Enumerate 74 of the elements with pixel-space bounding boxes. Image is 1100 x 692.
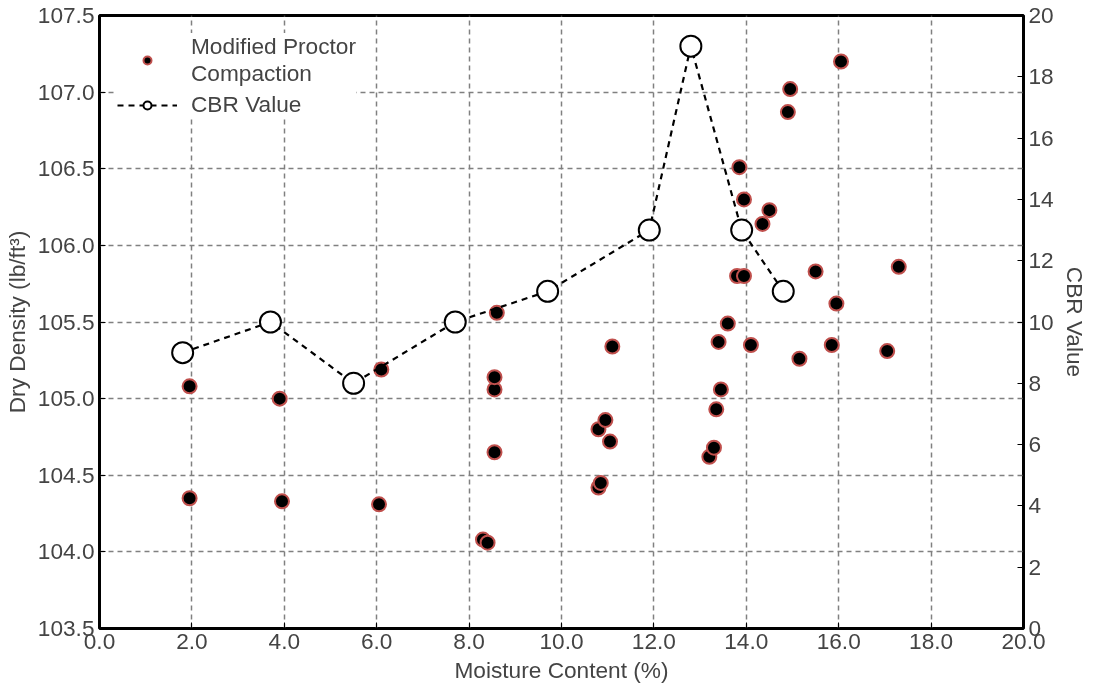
y2-tick-label: 16: [1028, 124, 1054, 151]
point: [730, 218, 754, 242]
point: [708, 401, 725, 418]
point: [258, 310, 282, 334]
point: [171, 341, 195, 365]
point: [754, 215, 771, 232]
point: [710, 333, 727, 350]
y-tick-label: 104.0: [37, 538, 95, 565]
point: [604, 338, 621, 355]
y2-tick-label: 14: [1028, 185, 1054, 212]
point: [742, 337, 759, 353]
point: [833, 53, 850, 70]
y2-axis-title: CBR Value: [1061, 266, 1088, 378]
y2-tick-label: 18: [1028, 63, 1054, 90]
y-tick-label: 106.0: [37, 231, 95, 258]
point: [735, 268, 752, 285]
x-axis-title: Moisture Content (%): [454, 656, 669, 683]
x-tick-label: 6.0: [360, 627, 393, 654]
point: [791, 350, 808, 367]
point: [828, 295, 845, 312]
y2-tick-label: 10: [1028, 308, 1054, 335]
x-tick-label: 18.0: [909, 627, 954, 654]
y-tick-label: 107.5: [37, 2, 95, 28]
y-tick-label: 105.5: [37, 308, 95, 335]
legend-label: Modified Proctor Compaction: [191, 33, 356, 87]
y-tick-label: 107.0: [37, 78, 95, 105]
point: [597, 412, 614, 429]
point: [890, 258, 907, 275]
x-tick-label: 14.0: [724, 627, 769, 654]
y-axis-title: Dry Density (lb/ft³): [3, 230, 30, 414]
point: [181, 378, 198, 395]
y2-tick-label: 12: [1028, 247, 1054, 274]
x-tick-label: 2.0: [176, 627, 208, 654]
y-tick-label: 105.0: [37, 385, 95, 412]
y2-tick-label: 20: [1028, 2, 1054, 28]
point: [181, 490, 198, 507]
point: [486, 369, 503, 386]
point: [735, 191, 752, 208]
point: [761, 202, 778, 219]
point: [823, 337, 840, 353]
point: [771, 279, 795, 303]
point: [479, 534, 496, 551]
point: [342, 371, 366, 395]
point: [488, 304, 505, 321]
y-tick-label: 104.5: [37, 461, 95, 488]
point: [807, 263, 824, 280]
point: [705, 439, 722, 456]
point: [443, 310, 467, 334]
y-tick-label: 106.5: [37, 155, 95, 182]
point: [719, 315, 736, 332]
point: [779, 104, 796, 121]
y2-tick-label: 8: [1028, 369, 1042, 396]
point: [782, 81, 799, 98]
point: [271, 390, 288, 407]
x-tick-label: 10.0: [539, 627, 584, 654]
x-tick-label: 12.0: [631, 627, 676, 654]
y2-tick-label: 6: [1028, 431, 1042, 458]
point: [371, 496, 388, 513]
y2-tick-label: 4: [1028, 492, 1042, 519]
point: [712, 381, 729, 398]
point: [731, 159, 748, 176]
point: [637, 218, 661, 242]
point: [679, 34, 703, 58]
x-tick-label: 8.0: [453, 627, 485, 654]
legend-label: CBR Value: [191, 91, 302, 118]
point: [273, 493, 290, 510]
x-tick-label: 4.0: [268, 627, 301, 654]
point: [486, 444, 503, 461]
y2-tick-label: 2: [1028, 553, 1042, 580]
point: [592, 474, 609, 491]
point: [879, 343, 896, 360]
x-tick-label: 16.0: [816, 627, 861, 654]
point: [536, 279, 560, 303]
point: [602, 433, 619, 450]
